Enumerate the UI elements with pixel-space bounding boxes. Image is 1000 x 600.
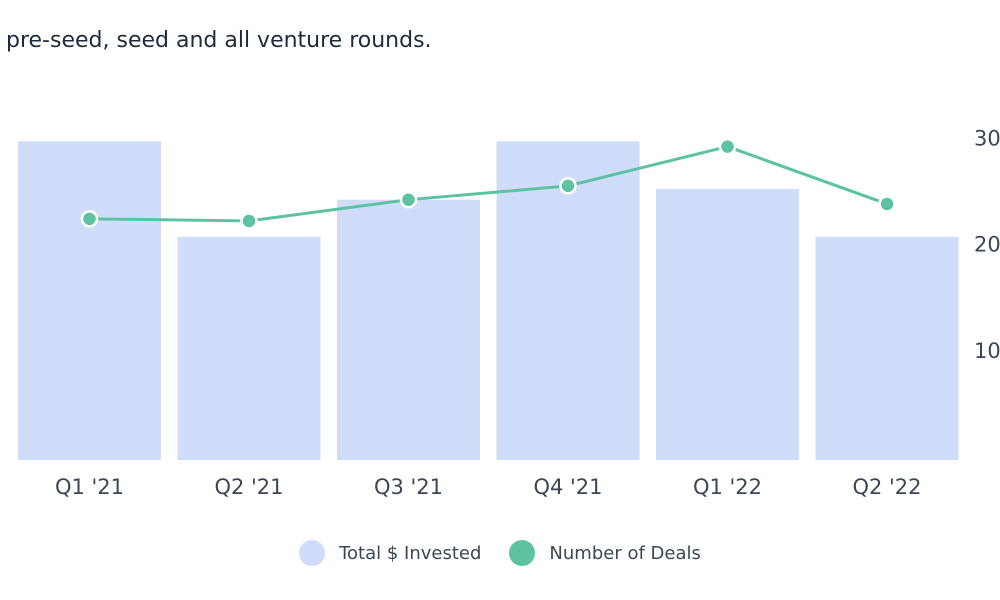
- deals-line: [89, 145, 888, 223]
- deals-point-0: [80, 210, 99, 228]
- deals-point-2: [399, 190, 418, 209]
- x-tick-label: Q4 '21: [533, 475, 602, 499]
- bar-1: [177, 236, 321, 460]
- x-tick-label: Q1 '22: [693, 475, 762, 499]
- x-tick-label: Q3 '21: [374, 475, 443, 499]
- legend-item-total-invested[interactable]: Total $ Invested: [299, 540, 481, 566]
- y-tick-label: 20: [974, 233, 1000, 257]
- y-tick-label: 30: [974, 126, 1000, 150]
- bar-0: [18, 141, 161, 460]
- x-tick-label: Q1 '21: [55, 475, 124, 499]
- y-tick-label: 10: [974, 339, 1000, 363]
- legend-item-number-of-deals[interactable]: Number of Deals: [509, 540, 701, 566]
- deals-point-1: [240, 212, 258, 230]
- bar-4: [656, 189, 799, 460]
- deals-point-4: [718, 137, 737, 156]
- chart-legend: Total $ Invested Number of Deals: [0, 540, 1000, 566]
- deals-point-3: [559, 177, 577, 195]
- legend-swatch-number-of-deals: [509, 540, 536, 566]
- legend-label-total-invested: Total $ Invested: [339, 542, 482, 564]
- x-tick-label: Q2 '22: [852, 475, 921, 499]
- x-tick-label: Q2 '21: [214, 475, 283, 499]
- legend-label-number-of-deals: Number of Deals: [549, 542, 701, 564]
- chart-subtitle: pre-seed, seed and all venture rounds.: [6, 28, 432, 53]
- deals-point-5: [878, 195, 896, 213]
- bar-2: [337, 199, 480, 460]
- legend-swatch-total-invested: [299, 540, 326, 566]
- bar-5: [815, 236, 959, 460]
